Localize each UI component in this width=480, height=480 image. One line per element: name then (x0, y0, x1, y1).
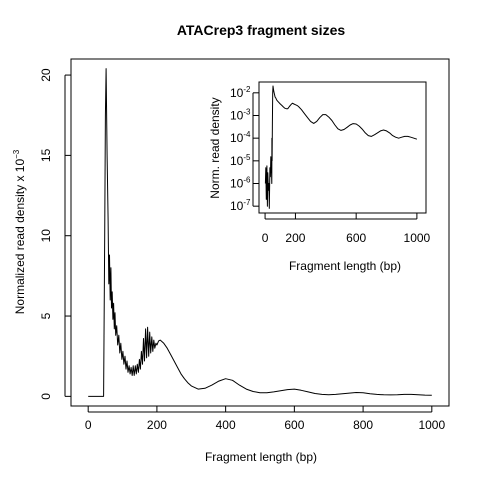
main-y-tick-label-4: 20 (39, 68, 53, 82)
main-series-line (88, 68, 432, 397)
inset-y-tick-label-3: 10-5 (230, 153, 251, 168)
inset-x-tick-label-1: 200 (285, 231, 305, 245)
main-x-tick-label-2: 400 (216, 418, 236, 432)
inset-plot-frame (258, 81, 427, 214)
main-y-tick-label-0: 0 (39, 393, 53, 400)
inset-y-tick-label-1: 10-3 (230, 107, 251, 122)
main-x-tick-label-5: 1000 (418, 418, 445, 432)
inset-y-axis-label: Norm. read density (208, 97, 222, 198)
inset-y-tick-label-4: 10-6 (230, 176, 251, 191)
inset-axes: 0 200 600 1000 10-2 10-3 10-4 10-5 10-6 10-7 (230, 85, 431, 245)
main-plot-frame (70, 58, 450, 407)
inset-x-tick-label-0: 0 (262, 231, 269, 245)
inset-y-tick-label-0: 10-2 (230, 85, 251, 100)
inset-x-tick-label-3: 1000 (404, 231, 431, 245)
main-x-tick-label-3: 600 (284, 418, 304, 432)
main-x-tick-label-0: 0 (85, 418, 92, 432)
main-y-axis-label: Normalized read density x 10−3 (12, 149, 27, 314)
main-y-tick-label-3: 15 (39, 148, 53, 162)
inset-y-tick-label-5: 10-7 (230, 198, 251, 213)
chart-title: ATACrep3 fragment sizes (177, 22, 346, 38)
inset-x-axis-label: Fragment length (bp) (289, 259, 401, 273)
inset-series-line (264, 85, 418, 209)
main-y-axis-label-exponent: −3 (12, 149, 21, 159)
main-y-tick-label-1: 5 (39, 312, 53, 319)
main-axes: 0 200 400 600 800 1000 0 5 10 15 20 (39, 68, 445, 432)
main-x-tick-label-4: 800 (353, 418, 373, 432)
main-y-tick-label-2: 10 (39, 229, 53, 243)
inset-y-tick-label-2: 10-4 (230, 130, 251, 145)
main-x-axis-label: Fragment length (bp) (205, 450, 317, 464)
main-y-axis-label-text: Normalized read density x 10 (13, 159, 27, 315)
main-x-tick-label-1: 200 (147, 418, 167, 432)
inset-x-tick-label-2: 600 (346, 231, 366, 245)
